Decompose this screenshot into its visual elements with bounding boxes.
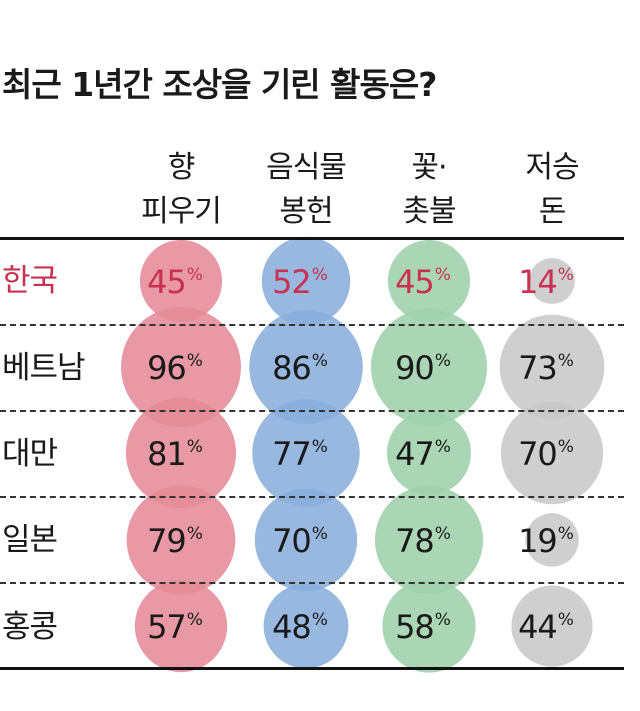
bubble-flowers-candles bbox=[387, 411, 471, 495]
bubble-food-offering bbox=[261, 236, 351, 326]
value-label-incense: 45% bbox=[147, 263, 203, 301]
row-label-vietnam: 베트남 bbox=[2, 350, 86, 386]
footer-rule bbox=[0, 667, 624, 670]
bubble-flowers-candles bbox=[382, 579, 476, 673]
column-header-flowers-candles: 꽃· 촛불 bbox=[364, 146, 494, 234]
value-label-flowers-candles: 47% bbox=[395, 435, 451, 473]
chart-title: 최근 1년간 조상을 기린 활동은? bbox=[2, 65, 437, 104]
column-header-line2: 돈 bbox=[538, 194, 567, 229]
bubble-joss-paper bbox=[525, 513, 579, 567]
bubble-food-offering bbox=[263, 583, 349, 669]
row-label-hongkong: 홍콩 bbox=[2, 609, 58, 645]
column-header-line1: 음식물 bbox=[266, 150, 347, 185]
row-divider bbox=[0, 324, 624, 326]
bubble-incense bbox=[121, 307, 241, 427]
value-label-flowers-candles: 45% bbox=[395, 263, 451, 301]
header-rule bbox=[0, 237, 624, 240]
value-label-food-offering: 52% bbox=[272, 263, 328, 301]
column-header-line1: 저승 bbox=[525, 150, 579, 185]
value-label-incense: 81% bbox=[147, 435, 203, 473]
bubble-food-offering bbox=[249, 310, 363, 424]
bubble-incense bbox=[139, 239, 223, 323]
row-label-korea: 한국 bbox=[2, 263, 58, 299]
row-divider bbox=[0, 496, 624, 498]
bubble-food-offering bbox=[252, 399, 360, 507]
value-label-food-offering: 48% bbox=[272, 608, 328, 646]
row-divider bbox=[0, 582, 624, 584]
column-header-food-offering: 음식물 봉헌 bbox=[241, 146, 371, 234]
column-header-incense: 향 피우기 bbox=[116, 146, 246, 234]
value-label-joss-paper: 73% bbox=[518, 349, 574, 387]
bubble-joss-paper bbox=[500, 401, 604, 505]
bubble-food-offering bbox=[254, 488, 358, 592]
column-header-joss-paper: 저승 돈 bbox=[487, 146, 617, 234]
bubble-joss-paper bbox=[511, 585, 593, 667]
bubble-joss-paper bbox=[499, 314, 605, 420]
value-label-incense: 79% bbox=[147, 522, 203, 560]
bubble-incense bbox=[134, 579, 228, 673]
value-label-joss-paper: 19% bbox=[518, 522, 574, 560]
column-header-line1: 꽃· bbox=[411, 150, 447, 185]
bubble-joss-paper bbox=[529, 258, 575, 304]
value-label-food-offering: 70% bbox=[272, 522, 328, 560]
value-label-incense: 57% bbox=[147, 608, 203, 646]
bubble-incense bbox=[126, 485, 236, 595]
row-label-taiwan: 대만 bbox=[2, 436, 58, 472]
column-header-line2: 봉헌 bbox=[279, 194, 333, 229]
value-label-food-offering: 77% bbox=[272, 435, 328, 473]
value-label-flowers-candles: 90% bbox=[395, 349, 451, 387]
value-label-incense: 96% bbox=[147, 349, 203, 387]
bubble-flowers-candles bbox=[387, 239, 471, 323]
value-label-joss-paper: 70% bbox=[518, 435, 574, 473]
column-header-line1: 향 bbox=[167, 150, 196, 185]
bubble-incense bbox=[125, 397, 237, 509]
column-header-line2: 촛불 bbox=[402, 194, 456, 229]
bubble-flowers-candles bbox=[374, 485, 484, 595]
row-divider bbox=[0, 410, 624, 412]
bubble-flowers-candles bbox=[370, 308, 488, 426]
value-label-flowers-candles: 58% bbox=[395, 608, 451, 646]
value-label-flowers-candles: 78% bbox=[395, 522, 451, 560]
value-label-food-offering: 86% bbox=[272, 349, 328, 387]
value-label-joss-paper: 44% bbox=[518, 608, 574, 646]
row-label-japan: 일본 bbox=[2, 522, 58, 558]
value-label-joss-paper: 14% bbox=[518, 263, 574, 301]
column-header-line2: 피우기 bbox=[141, 194, 222, 229]
